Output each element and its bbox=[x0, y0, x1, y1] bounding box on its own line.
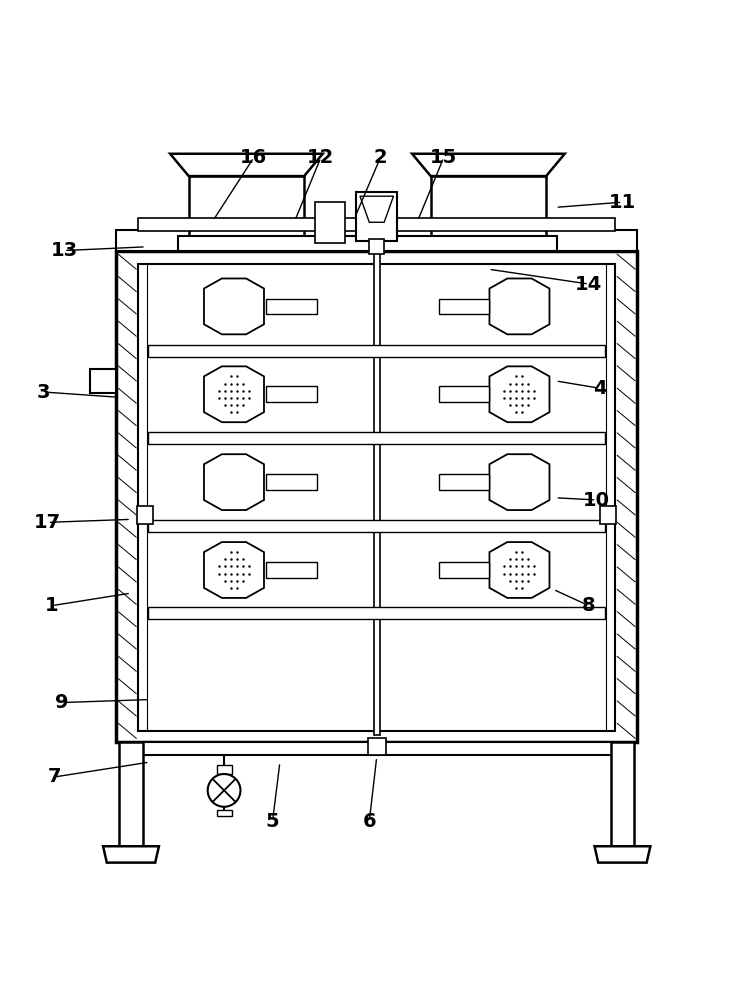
Bar bbox=[90, 369, 116, 393]
Text: 5: 5 bbox=[266, 812, 279, 831]
Polygon shape bbox=[204, 454, 264, 510]
Bar bbox=[357, 192, 397, 241]
Bar bbox=[148, 520, 605, 532]
Bar bbox=[368, 738, 386, 755]
Bar bbox=[119, 742, 143, 846]
Polygon shape bbox=[595, 846, 651, 863]
Bar bbox=[369, 239, 384, 254]
Polygon shape bbox=[204, 278, 264, 334]
Bar bbox=[116, 251, 637, 742]
Text: 10: 10 bbox=[583, 490, 610, 510]
Bar bbox=[116, 230, 637, 251]
Polygon shape bbox=[489, 454, 550, 510]
Circle shape bbox=[207, 774, 240, 807]
Polygon shape bbox=[103, 846, 159, 863]
Polygon shape bbox=[204, 542, 264, 598]
Polygon shape bbox=[489, 542, 550, 598]
Text: 8: 8 bbox=[582, 596, 596, 615]
Bar bbox=[374, 251, 380, 735]
Bar bbox=[316, 202, 345, 243]
Bar bbox=[439, 299, 489, 314]
Polygon shape bbox=[489, 366, 550, 422]
Text: 17: 17 bbox=[34, 513, 61, 532]
Bar bbox=[139, 264, 615, 731]
Bar bbox=[266, 474, 317, 490]
Bar bbox=[148, 432, 605, 444]
Bar bbox=[216, 810, 231, 816]
Bar bbox=[148, 607, 605, 619]
Bar bbox=[266, 562, 317, 578]
Text: 15: 15 bbox=[430, 148, 457, 167]
Polygon shape bbox=[204, 366, 264, 422]
Bar bbox=[139, 218, 615, 231]
Bar bbox=[266, 299, 317, 314]
Text: 6: 6 bbox=[363, 812, 376, 831]
Bar bbox=[139, 742, 615, 755]
Text: 4: 4 bbox=[593, 379, 607, 398]
Text: 7: 7 bbox=[48, 767, 61, 786]
Text: 9: 9 bbox=[55, 693, 69, 712]
Bar bbox=[439, 474, 489, 490]
Bar bbox=[430, 176, 546, 247]
Bar bbox=[189, 176, 304, 247]
Bar bbox=[216, 765, 231, 774]
Polygon shape bbox=[412, 154, 565, 176]
Bar bbox=[600, 506, 616, 524]
Bar bbox=[148, 345, 605, 357]
Text: 2: 2 bbox=[374, 148, 387, 167]
Text: 13: 13 bbox=[51, 241, 78, 260]
Text: 11: 11 bbox=[609, 193, 636, 212]
Text: 12: 12 bbox=[307, 148, 334, 167]
Text: 1: 1 bbox=[45, 596, 58, 615]
Bar bbox=[610, 742, 634, 846]
Text: 3: 3 bbox=[37, 383, 51, 402]
Bar bbox=[439, 386, 489, 402]
Bar bbox=[439, 562, 489, 578]
Polygon shape bbox=[489, 278, 550, 334]
Text: 16: 16 bbox=[240, 148, 268, 167]
Polygon shape bbox=[170, 154, 323, 176]
Bar bbox=[178, 236, 557, 251]
Polygon shape bbox=[360, 196, 393, 222]
Bar bbox=[266, 386, 317, 402]
Text: 14: 14 bbox=[575, 275, 603, 294]
Bar bbox=[137, 506, 154, 524]
